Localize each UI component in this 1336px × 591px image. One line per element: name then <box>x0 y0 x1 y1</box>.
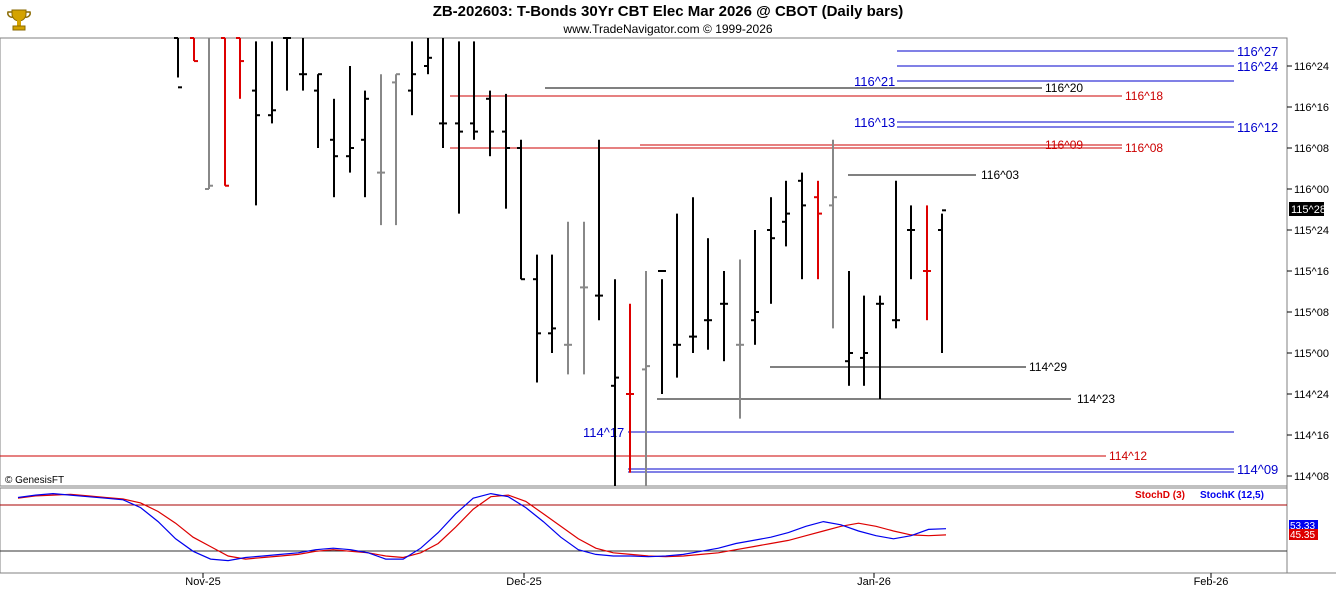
x-tick-label: Feb-26 <box>1194 576 1229 588</box>
y-tick-label: 115^24 <box>1294 225 1329 237</box>
legend-stoch-d: StochD (3) <box>1135 490 1185 501</box>
y-tick-label: 114^16 <box>1294 430 1329 442</box>
date-x-axis: Nov-25 Dec-25 Jan-26 Feb-26 <box>185 573 1228 588</box>
level-label: 116^24 <box>1237 59 1278 74</box>
y-tick-label: 115^00 <box>1294 348 1329 360</box>
y-tick-label: 116^08 <box>1294 143 1329 155</box>
level-label: 116^18 <box>1125 89 1163 103</box>
chart-title: ZB-202603: T-Bonds 30Yr CBT Elec Mar 202… <box>432 3 904 20</box>
y-tick-label: 116^00 <box>1294 184 1329 196</box>
level-label: 116^03 <box>981 168 1019 182</box>
level-label: 114^17 <box>583 425 624 440</box>
x-tick-label: Nov-25 <box>185 576 220 588</box>
trophy-logo-icon <box>7 9 31 31</box>
level-label: 116^08 <box>1125 141 1163 155</box>
level-label: 114^23 <box>1077 392 1115 406</box>
right-axis-area <box>1287 38 1336 573</box>
stoch-d-value: 45.35 <box>1290 530 1315 541</box>
level-label: 116^21 <box>854 74 895 89</box>
stoch-d-line <box>17 493 947 560</box>
level-label: 116^13 <box>854 115 895 130</box>
level-label: 116^20 <box>1045 81 1083 95</box>
level-label: 116^09 <box>1045 138 1083 152</box>
y-tick-label: 115^08 <box>1294 307 1329 319</box>
legend-stoch-k: StochK (12,5) <box>1200 490 1264 501</box>
x-tick-label: Dec-25 <box>506 576 541 588</box>
level-label: 114^09 <box>1237 462 1278 477</box>
price-bars <box>174 37 946 486</box>
last-price-label: 115^28 <box>1291 204 1326 216</box>
level-label: 116^12 <box>1237 120 1278 135</box>
y-tick-label: 116^16 <box>1294 102 1329 114</box>
stoch-k-value: 53.33 <box>1290 521 1315 532</box>
stoch-k-line <box>17 492 947 562</box>
level-label: 116^27 <box>1237 44 1278 59</box>
level-label: 114^29 <box>1029 360 1067 374</box>
copyright-label: © GenesisFT <box>5 475 64 486</box>
stoch-k-value-box <box>1289 520 1318 530</box>
stoch-panel <box>0 487 1288 574</box>
level-label: 114^12 <box>1109 449 1147 463</box>
x-tick-label: Jan-26 <box>857 576 891 588</box>
chart-header: ZB-202603: T-Bonds 30Yr CBT Elec Mar 202… <box>0 0 1336 38</box>
stoch-d-value-box <box>1289 529 1318 540</box>
y-tick-label: 116^24 <box>1294 61 1329 73</box>
y-tick-label: 114^08 <box>1294 471 1329 483</box>
y-tick-label: 115^16 <box>1294 266 1329 278</box>
last-price-box <box>1289 202 1324 216</box>
chart-subtitle: www.TradeNavigator.com © 1999-2026 <box>563 22 773 36</box>
price-panel <box>0 37 1288 487</box>
price-y-axis: 116^24 116^16 116^08 116^00 115^24 115^16 115^… <box>1287 61 1329 483</box>
stochastic-lines <box>17 492 947 562</box>
y-tick-label: 114^24 <box>1294 389 1329 401</box>
